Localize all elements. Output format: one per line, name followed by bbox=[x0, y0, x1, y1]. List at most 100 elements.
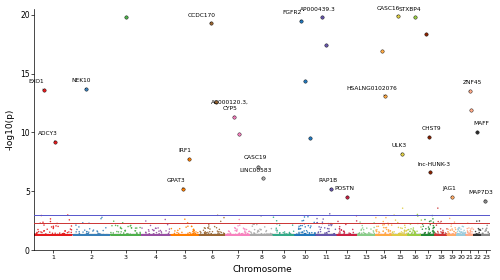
Point bbox=[350, 232, 358, 237]
Point bbox=[130, 232, 138, 237]
Point bbox=[443, 232, 451, 237]
Point bbox=[202, 232, 209, 237]
Point bbox=[435, 232, 443, 237]
Point bbox=[214, 232, 222, 237]
Point bbox=[420, 232, 428, 237]
Point bbox=[323, 232, 331, 237]
Point bbox=[410, 232, 418, 237]
Point bbox=[40, 232, 48, 237]
Point bbox=[378, 232, 386, 237]
Point bbox=[84, 232, 92, 237]
Point bbox=[82, 232, 90, 237]
Point bbox=[38, 232, 46, 237]
Point bbox=[372, 232, 380, 237]
Point bbox=[318, 232, 326, 237]
Point bbox=[422, 232, 430, 237]
Point bbox=[444, 232, 452, 237]
Point bbox=[241, 232, 249, 237]
Point bbox=[259, 232, 267, 237]
Point bbox=[466, 232, 473, 237]
Point bbox=[384, 232, 392, 237]
Point bbox=[174, 232, 182, 237]
Point bbox=[84, 232, 92, 237]
Point bbox=[289, 232, 297, 237]
Point bbox=[197, 232, 205, 237]
Point bbox=[421, 232, 429, 237]
Point bbox=[413, 232, 421, 237]
Point bbox=[200, 232, 208, 237]
Point bbox=[302, 232, 310, 237]
Point bbox=[417, 232, 425, 237]
Point bbox=[408, 232, 416, 237]
Point bbox=[402, 232, 410, 237]
Point bbox=[170, 232, 177, 237]
Point bbox=[34, 232, 42, 237]
Point bbox=[465, 226, 473, 230]
Point bbox=[206, 232, 214, 237]
Point bbox=[82, 232, 90, 237]
Point bbox=[354, 232, 362, 237]
Point bbox=[123, 232, 131, 237]
Point bbox=[268, 232, 276, 237]
Point bbox=[411, 232, 419, 237]
Point bbox=[474, 232, 482, 237]
Point bbox=[464, 232, 472, 237]
Point bbox=[270, 232, 278, 237]
Point bbox=[287, 232, 295, 237]
Point bbox=[359, 232, 367, 237]
Point bbox=[332, 232, 340, 237]
Point bbox=[416, 232, 424, 237]
Point bbox=[461, 232, 469, 237]
Point bbox=[178, 232, 186, 237]
Point bbox=[429, 232, 437, 237]
Point bbox=[298, 232, 306, 237]
Point bbox=[447, 232, 455, 237]
Point bbox=[453, 232, 461, 237]
Point bbox=[243, 232, 251, 237]
Point bbox=[474, 232, 482, 237]
Point bbox=[136, 232, 143, 237]
Point bbox=[134, 232, 141, 237]
Point bbox=[481, 198, 489, 203]
Point bbox=[44, 232, 52, 237]
Point bbox=[330, 232, 338, 237]
Point bbox=[317, 232, 325, 237]
Point bbox=[310, 232, 318, 237]
Point bbox=[466, 231, 474, 235]
Point bbox=[340, 232, 347, 237]
Point bbox=[116, 232, 124, 237]
Point bbox=[277, 232, 285, 237]
Point bbox=[228, 232, 235, 237]
Point bbox=[422, 232, 430, 237]
Point bbox=[312, 231, 320, 235]
Point bbox=[422, 232, 430, 237]
Point bbox=[486, 232, 494, 237]
Point bbox=[376, 232, 384, 237]
Point bbox=[396, 232, 404, 237]
Point bbox=[460, 232, 468, 237]
Point bbox=[342, 232, 349, 237]
Point bbox=[392, 232, 400, 237]
Point bbox=[62, 232, 70, 237]
Point bbox=[340, 232, 348, 237]
Point bbox=[334, 232, 342, 237]
Point bbox=[456, 232, 464, 237]
Point bbox=[163, 232, 171, 237]
Point bbox=[83, 232, 91, 237]
Point bbox=[451, 226, 459, 230]
Point bbox=[48, 232, 56, 237]
Point bbox=[314, 232, 322, 237]
Point bbox=[460, 232, 468, 237]
Point bbox=[416, 232, 424, 237]
Point bbox=[420, 232, 428, 237]
Point bbox=[210, 232, 218, 237]
Point bbox=[226, 232, 234, 237]
Point bbox=[447, 232, 455, 237]
Point bbox=[158, 230, 166, 234]
Point bbox=[396, 226, 404, 230]
Point bbox=[466, 232, 474, 237]
Point bbox=[378, 232, 386, 237]
Point bbox=[462, 232, 469, 237]
Point bbox=[394, 232, 402, 237]
Point bbox=[390, 232, 398, 237]
